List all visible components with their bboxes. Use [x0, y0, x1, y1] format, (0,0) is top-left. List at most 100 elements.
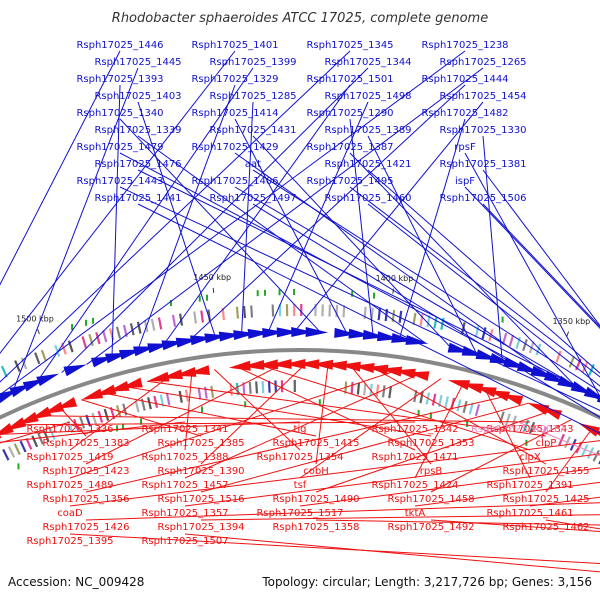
gene-label: Rsph17025_1342 [371, 424, 458, 435]
cog-band [568, 355, 576, 368]
cog-band [200, 310, 205, 323]
reverse-arrow [501, 394, 524, 406]
reverse-arrow [393, 368, 416, 379]
gene-label: aat [245, 159, 261, 170]
cog-band [115, 326, 122, 339]
cog-band [412, 312, 417, 326]
gene-label: Rsph17025_1329 [191, 74, 278, 85]
leader-line [252, 203, 600, 418]
cog-band [49, 427, 56, 440]
cog-band [433, 316, 438, 329]
leader-line [111, 84, 121, 358]
cog-band [369, 383, 373, 396]
cog-band [535, 343, 542, 356]
gene-label: Rsph17025_1403 [94, 91, 181, 102]
gene-label: Rsph17025_1385 [157, 438, 244, 449]
cog-band [2, 448, 10, 461]
marker-tick [466, 420, 469, 427]
cog-band [79, 416, 86, 429]
forward-arrow [276, 327, 300, 338]
marker-tick [429, 412, 432, 419]
cog-band [398, 310, 403, 323]
marker-tick [372, 292, 375, 299]
reverse-arrow [0, 434, 2, 439]
leader-line [200, 363, 306, 465]
cog-band [248, 381, 252, 394]
marker-tick [122, 423, 125, 430]
leader-line [252, 169, 600, 392]
leader-line [119, 186, 600, 412]
cog-band [255, 381, 259, 394]
cog-band [95, 332, 101, 345]
gene-label: Rsph17025_1336 [26, 424, 113, 435]
gene-label: coaD [57, 508, 83, 519]
leader-line [69, 370, 397, 479]
leader-line [367, 169, 600, 374]
scale-tick-mark [212, 287, 215, 293]
gene-label: Rsph17025_1343 [486, 424, 573, 435]
cog-band [229, 383, 233, 396]
leader-line [545, 519, 600, 530]
gene-label: Rsph17025_R0017 [471, 424, 565, 435]
cog-band [37, 432, 44, 445]
leader-line [349, 152, 578, 388]
reverse-arrow [297, 359, 320, 370]
forward-arrow [305, 327, 329, 338]
leader-line [234, 118, 348, 334]
cog-band [581, 444, 589, 457]
cog-band [147, 397, 152, 410]
gene-label: Rsph17025_1414 [191, 108, 278, 119]
leader-line [315, 364, 329, 465]
gene-label: Rsph17025_1423 [42, 466, 129, 477]
reverse-arrow [256, 359, 279, 370]
gene-label: tktA [405, 508, 426, 519]
gene-label: Rsph17025_1340 [76, 108, 163, 119]
leader-line [200, 514, 600, 521]
cog-band [25, 437, 33, 450]
leader-line [315, 410, 551, 493]
leader-line [102, 392, 317, 437]
cog-band [171, 314, 177, 327]
reverse-arrow [487, 390, 511, 402]
leader-line [85, 502, 600, 521]
reverse-arrow [461, 383, 484, 394]
genome-backbone [0, 348, 600, 420]
marker-tick [116, 425, 119, 432]
gene-label: Rsph17025_1461 [486, 508, 573, 519]
marker-tick [501, 316, 504, 323]
gene-label: Rsph17025_1399 [209, 57, 296, 68]
leader-line [124, 386, 432, 437]
leader-line [137, 101, 216, 338]
forward-arrow [262, 327, 285, 338]
gene-label: Rsph17025_1429 [191, 142, 278, 153]
cog-band [103, 408, 110, 421]
reverse-arrow [407, 371, 430, 382]
reverse-arrow [447, 380, 471, 390]
gene-label: Rsph17025_1507 [141, 536, 228, 547]
gene-label: Rsph17025_1489 [26, 480, 113, 491]
marker-tick [318, 399, 321, 406]
scale-tick-label: 1350 kbp [553, 317, 591, 326]
cog-band [388, 386, 393, 399]
gene-label: Rsph17025_1517 [256, 508, 343, 519]
gene-label: Rsph17025_1330 [439, 125, 526, 136]
marker-tick [140, 418, 143, 425]
label-leader-lines [0, 50, 600, 573]
cog-band [419, 391, 424, 404]
leader-line [0, 421, 186, 443]
leader-line [36, 67, 254, 383]
cog-band [136, 321, 142, 334]
gene-label: cobH [303, 466, 328, 477]
leader-line [349, 186, 600, 378]
gene-label: Rsph17025_1383 [42, 438, 129, 449]
leader-line [69, 440, 600, 507]
leader-line [85, 363, 283, 465]
leader-line [137, 135, 426, 344]
gene-label: Rsph17025_1395 [26, 536, 113, 547]
leader-line [12, 67, 139, 393]
marker-tick [200, 406, 203, 413]
cog-band [462, 400, 468, 413]
leader-line [482, 169, 600, 327]
leader-line [315, 519, 600, 526]
cog-band [40, 349, 47, 362]
